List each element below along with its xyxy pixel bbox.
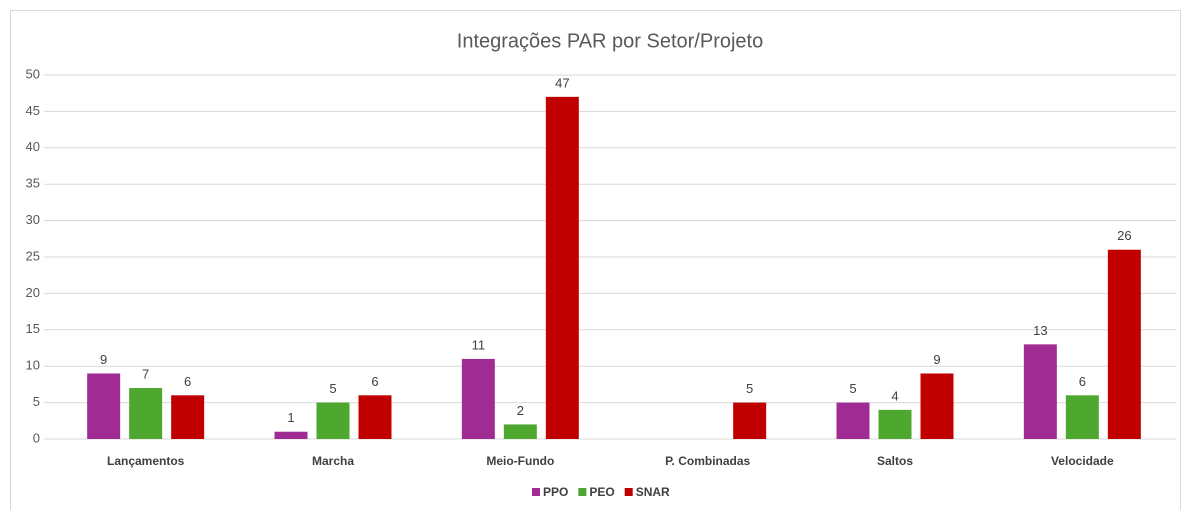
data-label: 4 xyxy=(891,388,898,403)
bar xyxy=(87,373,121,439)
data-label: 5 xyxy=(746,381,753,396)
y-tick-label: 45 xyxy=(26,103,40,118)
y-tick-label: 50 xyxy=(26,66,40,81)
legend-swatch xyxy=(578,488,587,496)
bar xyxy=(274,431,308,439)
bar xyxy=(545,96,579,439)
x-tick-label: Marcha xyxy=(312,454,354,468)
data-label: 13 xyxy=(1033,323,1047,338)
data-label: 11 xyxy=(472,337,486,352)
x-tick-label: P. Combinadas xyxy=(665,454,750,468)
y-tick-label: 20 xyxy=(26,285,40,300)
data-label: 6 xyxy=(184,374,191,389)
data-label: 5 xyxy=(329,381,336,396)
bar xyxy=(171,395,205,439)
legend-swatch xyxy=(532,488,540,496)
x-tick-label: Saltos xyxy=(877,454,913,468)
legend-label: SNAR xyxy=(636,485,670,499)
legend-label: PEO xyxy=(589,485,614,499)
bar xyxy=(920,373,954,439)
data-label: 6 xyxy=(371,374,378,389)
data-label: 2 xyxy=(517,403,524,418)
y-tick-label: 10 xyxy=(26,358,40,373)
y-tick-label: 0 xyxy=(33,430,40,445)
bar xyxy=(461,358,495,439)
data-label: 5 xyxy=(849,381,856,396)
legend-label: PPO xyxy=(543,485,568,499)
bar xyxy=(129,388,163,439)
bar xyxy=(316,402,350,439)
bar xyxy=(733,402,767,439)
x-tick-label: Velocidade xyxy=(1051,454,1114,468)
y-tick-label: 35 xyxy=(26,176,40,191)
data-label: 9 xyxy=(933,352,940,367)
bar xyxy=(836,402,870,439)
data-label: 6 xyxy=(1079,374,1086,389)
chart-title: Integrações PAR por Setor/Projeto xyxy=(457,30,763,52)
data-label: 7 xyxy=(142,366,149,381)
chart-border xyxy=(10,10,1181,510)
x-tick-label: Meio-Fundo xyxy=(486,454,554,468)
bar xyxy=(503,424,537,439)
bar xyxy=(1023,344,1057,439)
y-tick-label: 30 xyxy=(26,212,40,227)
y-tick-label: 15 xyxy=(26,321,40,336)
x-tick-label: Lançamentos xyxy=(107,454,185,468)
y-tick-label: 40 xyxy=(26,139,40,154)
data-label: 47 xyxy=(555,75,569,90)
y-tick-label: 5 xyxy=(33,394,40,409)
bar xyxy=(1065,395,1099,439)
data-label: 26 xyxy=(1117,228,1131,243)
data-label: 9 xyxy=(100,352,107,367)
bar xyxy=(358,395,392,439)
y-tick-label: 25 xyxy=(26,248,40,263)
bar xyxy=(1107,249,1141,439)
legend-swatch xyxy=(624,488,633,496)
data-label: 1 xyxy=(287,410,294,425)
bar xyxy=(878,409,912,439)
